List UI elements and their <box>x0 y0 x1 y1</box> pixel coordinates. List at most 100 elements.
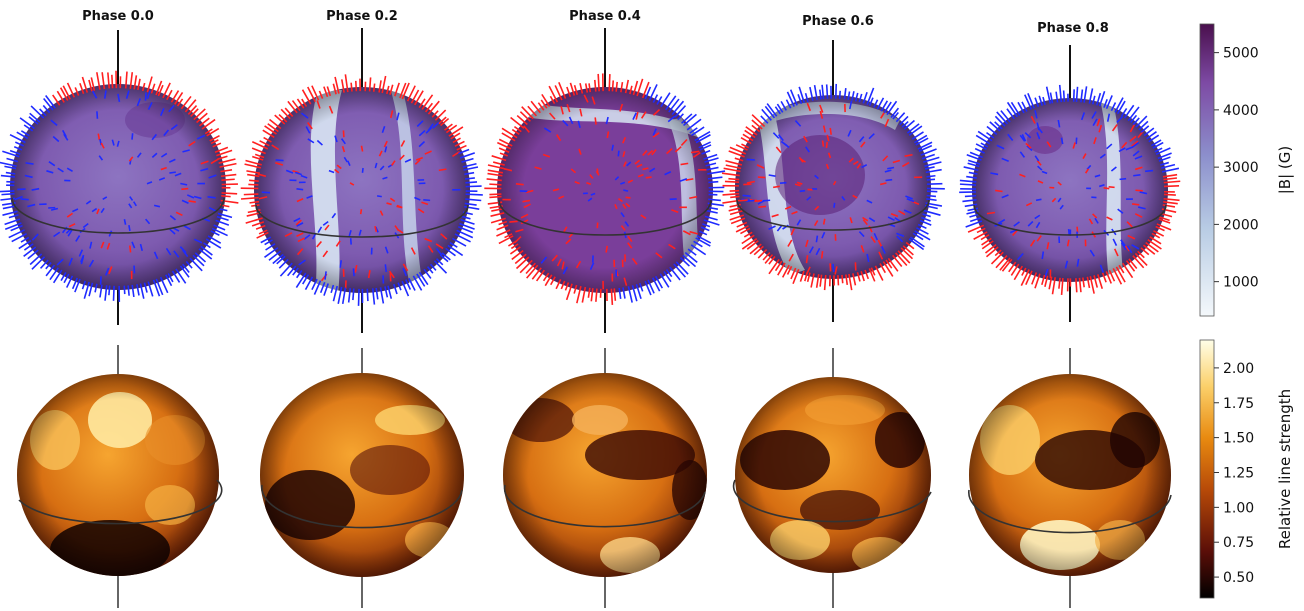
field-vector <box>384 264 388 273</box>
field-vector <box>1031 272 1038 285</box>
field-vector <box>561 261 565 270</box>
field-vector <box>296 232 304 237</box>
field-vector <box>434 109 447 121</box>
field-vector <box>278 113 288 123</box>
field-vector <box>926 198 937 202</box>
field-vector <box>530 100 541 114</box>
field-vector <box>499 152 508 157</box>
field-vector <box>740 227 751 235</box>
field-vector <box>629 85 633 95</box>
field-vector <box>78 249 84 257</box>
field-vector <box>556 258 562 267</box>
colorbar-tick-label: 1.00 <box>1223 500 1254 516</box>
field-vector <box>587 197 593 202</box>
field-vector <box>614 176 620 181</box>
field-vector <box>1072 142 1076 149</box>
field-vector <box>1083 86 1088 103</box>
field-vector <box>1082 153 1087 160</box>
field-vector <box>525 262 536 275</box>
field-vector <box>425 126 433 134</box>
field-vector <box>617 150 620 157</box>
field-vector <box>549 95 556 105</box>
field-vector <box>25 162 34 165</box>
field-vector <box>334 168 340 174</box>
field-vector <box>405 279 412 290</box>
field-vector <box>1024 132 1032 139</box>
field-vector <box>624 79 630 94</box>
field-vector <box>725 164 742 170</box>
field-vector <box>496 224 509 231</box>
field-vector <box>131 241 136 249</box>
field-vector <box>52 269 63 284</box>
field-vector <box>648 84 658 101</box>
field-vector <box>967 162 980 168</box>
field-vector <box>352 268 355 277</box>
field-vector <box>1045 86 1052 104</box>
field-vector <box>88 79 93 92</box>
field-vector <box>578 148 582 155</box>
colorbar-tick-label: 5000 <box>1223 46 1259 62</box>
field-vector <box>560 280 566 290</box>
field-vector <box>200 245 213 256</box>
field-vector <box>387 285 393 299</box>
field-vector <box>985 246 999 258</box>
field-vector <box>96 111 99 119</box>
field-vector <box>4 222 22 231</box>
field-vector <box>652 128 657 136</box>
field-vector <box>248 183 259 186</box>
field-vector <box>52 135 60 143</box>
field-vector <box>452 151 461 158</box>
field-vector <box>111 139 115 146</box>
field-vector <box>341 146 346 153</box>
field-vector <box>906 198 915 203</box>
field-vector <box>724 180 740 183</box>
field-vector <box>1126 221 1133 228</box>
field-vector <box>634 159 641 165</box>
field-vector <box>969 217 981 223</box>
field-vector <box>690 244 707 256</box>
field-vector <box>1041 251 1045 260</box>
field-vector <box>681 113 693 124</box>
field-vector <box>1131 203 1140 206</box>
field-vector <box>326 86 332 97</box>
field-vector <box>632 112 638 121</box>
field-vector <box>279 262 293 277</box>
field-vector <box>788 253 794 262</box>
field-vector <box>689 195 698 200</box>
field-vector <box>800 158 806 163</box>
field-vector <box>1041 274 1046 286</box>
field-vector <box>647 149 654 156</box>
field-vector <box>1138 120 1149 131</box>
field-vector <box>352 288 355 301</box>
field-vector <box>217 155 228 160</box>
field-vector <box>503 167 513 172</box>
field-vector <box>1125 146 1134 151</box>
field-vector <box>573 84 579 95</box>
field-vector <box>977 130 993 142</box>
field-vector <box>876 97 885 110</box>
field-vector <box>394 82 400 97</box>
field-vector <box>920 148 937 156</box>
field-vector <box>642 167 649 171</box>
field-vector <box>316 100 321 109</box>
field-vector <box>589 174 594 179</box>
field-vector <box>785 99 792 109</box>
field-vector <box>127 285 130 296</box>
field-vector <box>311 85 320 101</box>
field-vector <box>583 94 589 103</box>
field-vector <box>1148 134 1160 143</box>
field-vector <box>251 221 265 227</box>
field-vector <box>146 90 151 100</box>
field-vector <box>847 91 851 100</box>
field-vector <box>1042 96 1046 106</box>
field-vector <box>1096 118 1101 127</box>
field-vector <box>605 116 609 125</box>
field-vector <box>155 80 163 96</box>
field-vector <box>1094 217 1099 224</box>
field-vector <box>274 114 286 125</box>
colorbar-tick-label: 0.75 <box>1223 535 1254 551</box>
field-vector <box>1156 223 1172 231</box>
field-vector <box>100 142 105 149</box>
field-vector <box>829 127 832 135</box>
field-vector <box>740 137 752 145</box>
